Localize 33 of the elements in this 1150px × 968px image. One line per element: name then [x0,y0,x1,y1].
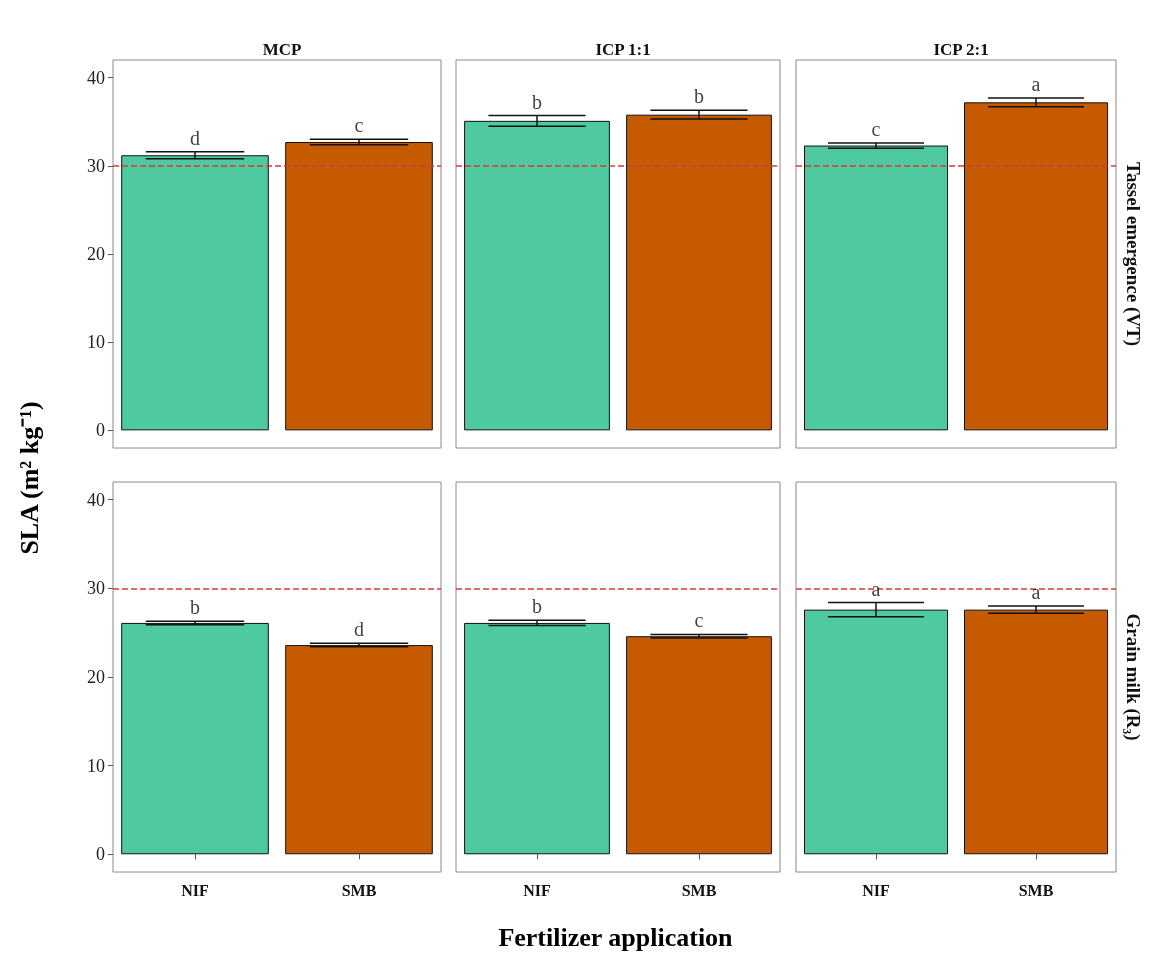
y-tick-label: 0 [96,844,105,865]
x-tick-label: SMB [341,881,377,899]
annotation: b [532,595,542,618]
chart-title: ICP 2:1 [933,40,989,59]
annotation: b [694,85,704,108]
y-axis-title: SLA (m² kg⁻¹) [14,401,45,555]
y-tick-label: 40 [87,67,105,88]
chart-title: MCP [262,40,302,59]
annotation: b [190,596,200,619]
y-tick-label: 0 [96,420,105,441]
y2-axis-title: Grain milk (R₃) [1121,613,1144,741]
x-tick-label: SMB [681,881,717,899]
annotation: c [694,609,704,632]
y2-axis-title: Tassel emergence (VT) [1121,162,1144,346]
annotation: d [190,126,200,149]
y-tick-label: 30 [87,578,105,599]
x-tick-label: SMB [1018,881,1054,899]
y-tick-label: 10 [87,755,105,776]
x-tick-label: NIF [181,881,209,899]
y-tick-label: 40 [87,489,105,510]
annotation: c [354,114,364,137]
chart-title: ICP 1:1 [595,40,651,59]
x-tick-label: NIF [862,881,890,899]
y-tick-label: 10 [87,332,105,353]
annotation: d [354,618,364,641]
x-tick-label: NIF [523,881,551,899]
y-tick-label: 20 [87,667,105,687]
y-tick-label: 20 [87,244,105,264]
annotation: a [1031,72,1041,95]
y-tick-label: 30 [87,155,105,176]
x-axis-title: Fertilizer application [497,923,734,953]
annotation: c [871,117,881,140]
annotation: b [532,90,542,113]
